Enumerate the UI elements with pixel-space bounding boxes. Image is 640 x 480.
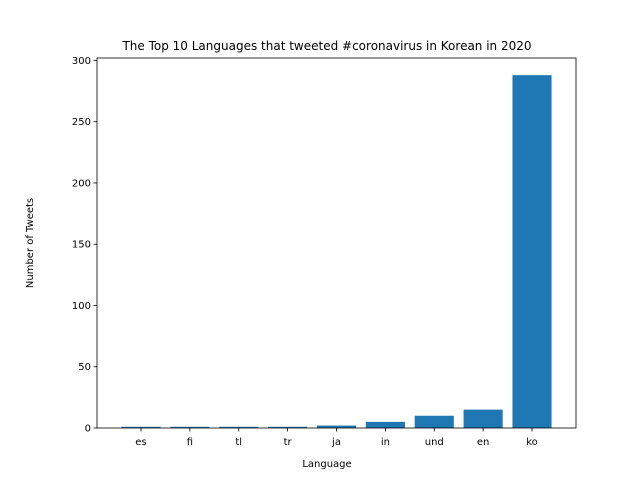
bar-tr	[268, 426, 308, 428]
bar-und	[414, 415, 454, 428]
y-tick-label: 250	[72, 117, 91, 128]
y-ticks-group: 0 50 100 150 200 250 300	[72, 56, 97, 435]
chart-title: The Top 10 Languages that tweeted #coron…	[121, 39, 531, 53]
bar-ja	[316, 425, 357, 428]
x-ticks-group: es fi tl tr ja in und en ko	[135, 428, 538, 448]
x-axis-label: Language	[302, 459, 351, 470]
bar-en	[463, 409, 503, 428]
y-axis-label: Number of Tweets	[25, 198, 36, 288]
x-tick-label: fi	[187, 437, 193, 448]
x-tick-label: ko	[526, 437, 538, 448]
x-tick-label: tr	[284, 437, 293, 448]
y-tick-label: 300	[72, 56, 91, 67]
x-tick-label: en	[477, 437, 490, 448]
y-tick-label: 50	[78, 362, 91, 373]
y-tick-label: 100	[72, 301, 91, 312]
x-tick-label: und	[425, 437, 444, 448]
bar-tl	[219, 426, 259, 428]
y-tick-label: 200	[72, 178, 91, 189]
y-tick-label: 150	[72, 240, 91, 251]
x-tick-label: es	[135, 437, 146, 448]
y-tick-label: 0	[85, 424, 91, 435]
bar-in	[365, 421, 405, 428]
bar-es	[121, 426, 161, 428]
x-tick-label: in	[381, 437, 390, 448]
plot-background	[97, 58, 576, 428]
plot-frame	[96, 57, 577, 429]
bar-fi	[170, 426, 210, 428]
x-tick-label: ja	[331, 437, 341, 448]
bars-group	[121, 75, 552, 429]
x-tick-label: tl	[235, 437, 242, 448]
bar-ko	[512, 75, 552, 429]
